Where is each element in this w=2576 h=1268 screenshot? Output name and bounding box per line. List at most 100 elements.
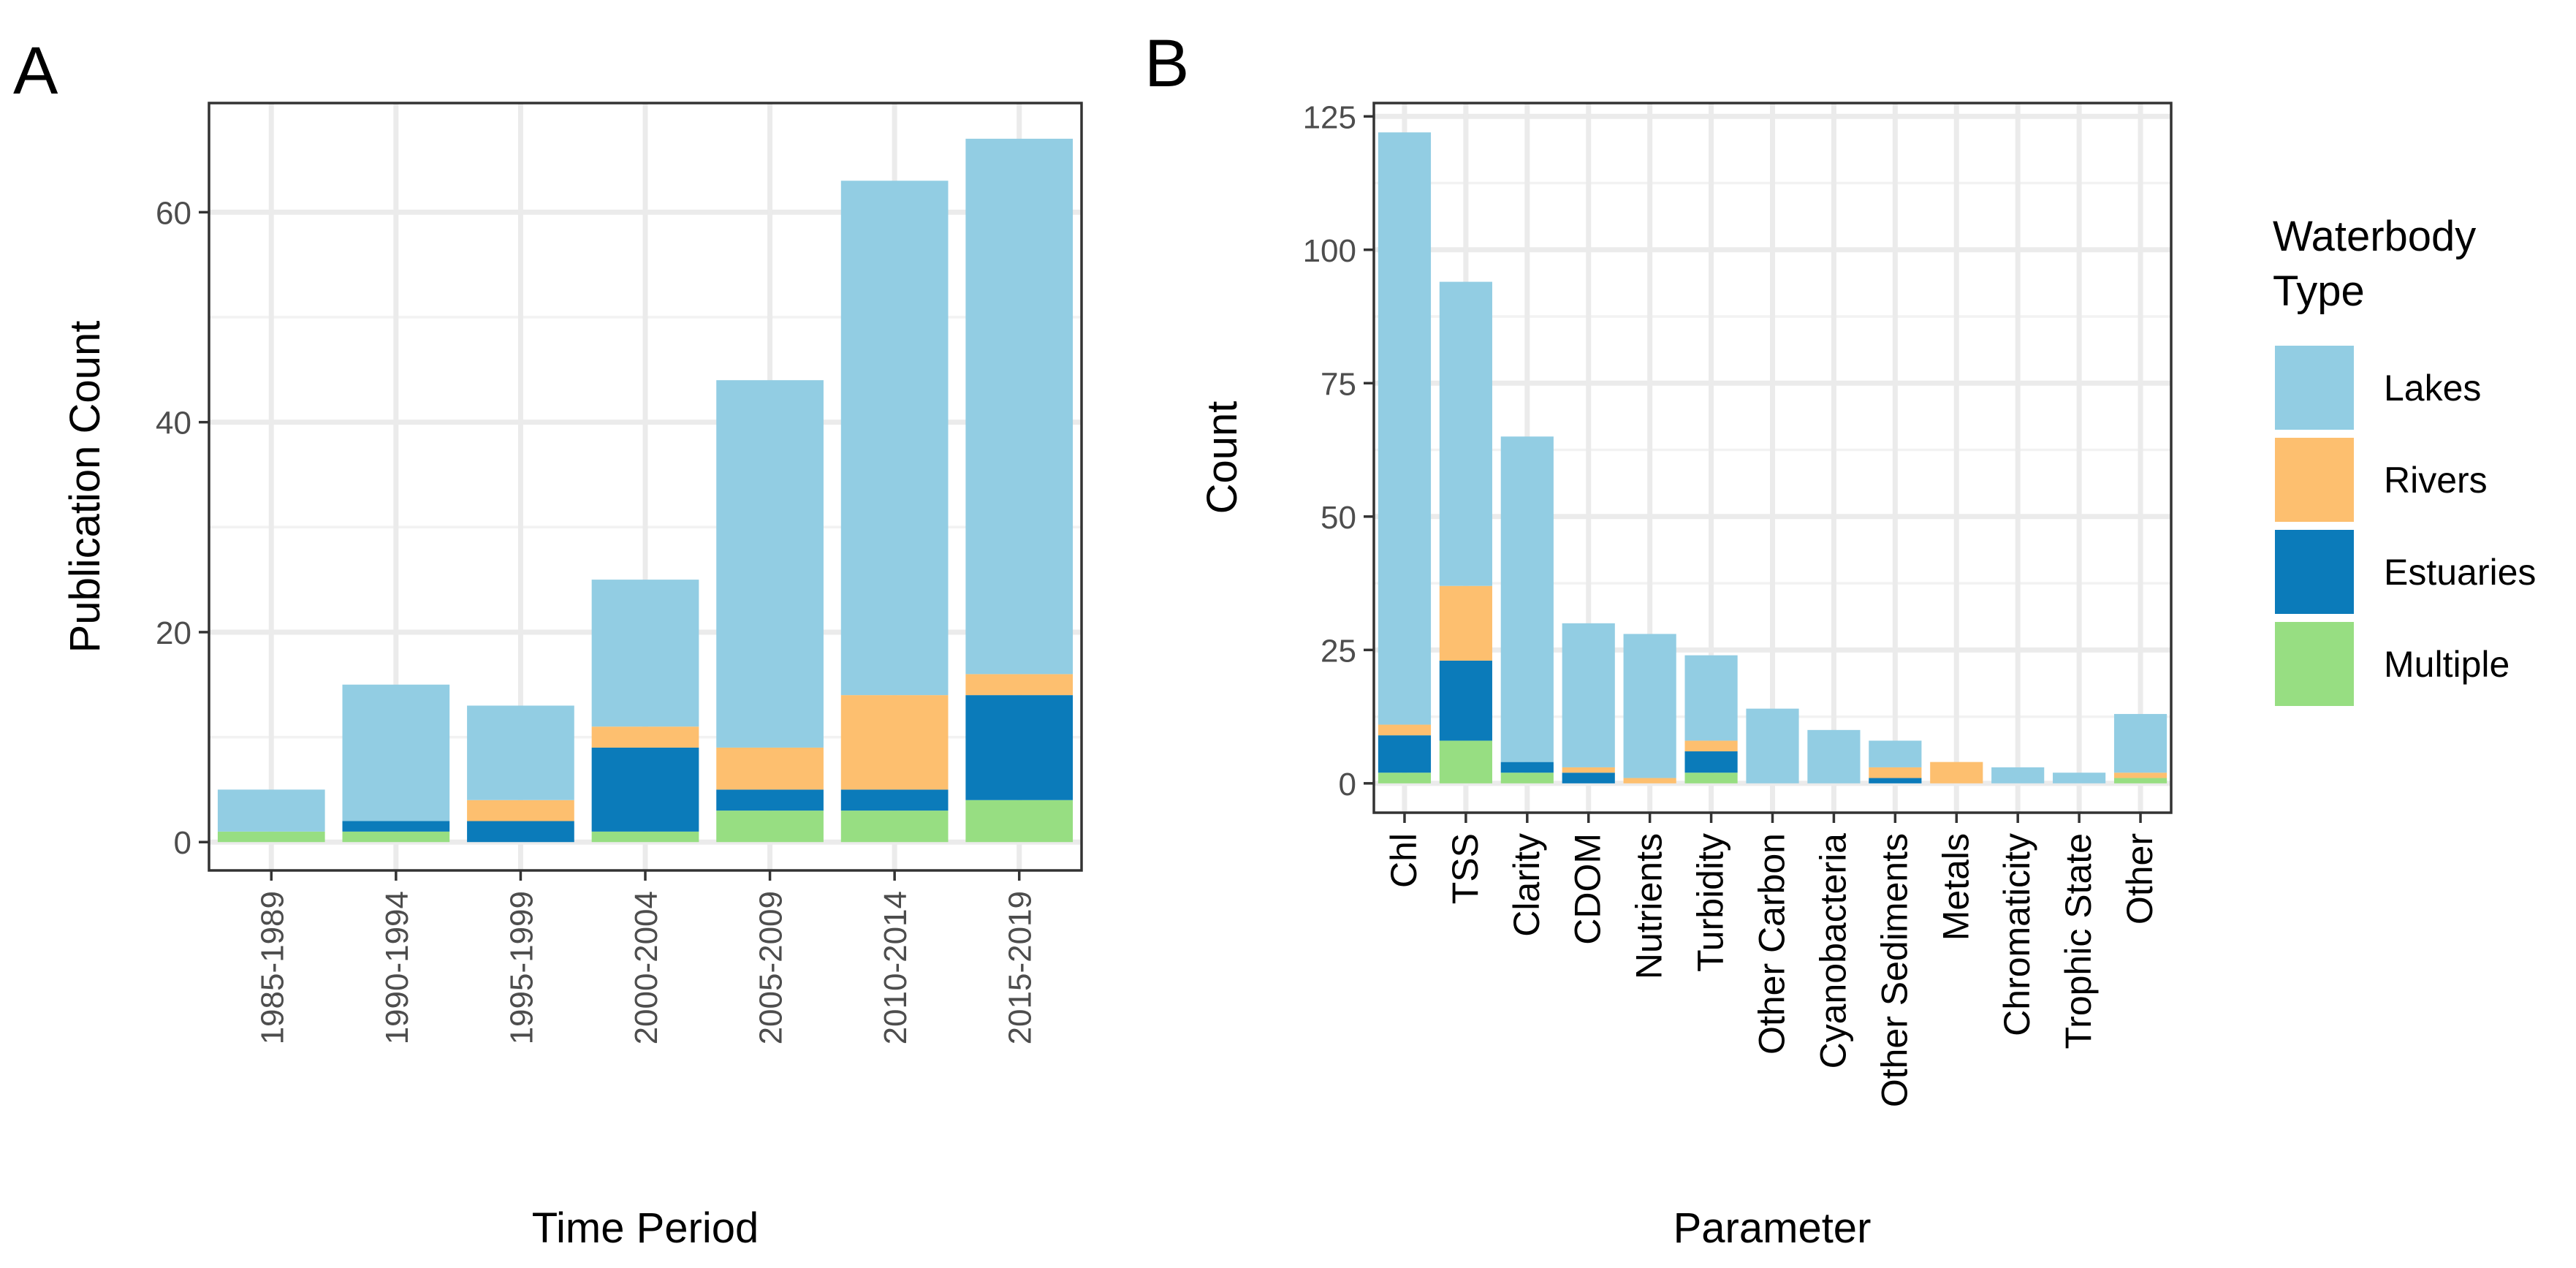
y-tick-label: 75 xyxy=(1321,366,1356,402)
bar-rivers-2015-2019: 2015-2019 · Rivers: 2 xyxy=(965,674,1074,696)
x-tick-label-tss: TSS xyxy=(1445,833,1486,904)
chart-panel-a: A 1985-1989 · Multiple: 11985-1989 · Lak… xyxy=(13,34,1083,1252)
y-tick-label: 60 xyxy=(156,195,191,231)
legend-key-rivers xyxy=(2275,438,2354,522)
panel-a-y-ticks: 0 20 40 60 xyxy=(156,195,209,861)
y-tick-label: 50 xyxy=(1321,500,1356,536)
bar-lakes-clarity: Clarity · Lakes: 61 xyxy=(1500,436,1554,762)
y-tick-label: 100 xyxy=(1303,233,1356,269)
bar-rivers-tss: TSS · Rivers: 14 xyxy=(1439,585,1492,661)
bar-multiple-1985-1989: 1985-1989 · Multiple: 1 xyxy=(217,831,325,843)
bar-lakes-other-carbon: Other Carbon · Lakes: 14 xyxy=(1746,708,1799,783)
legend-key-multiple xyxy=(2275,622,2354,706)
bar-rivers-2005-2009: 2005-2009 · Rivers: 4 xyxy=(716,747,824,790)
x-tick-label-1995-1999: 1995-1999 xyxy=(504,891,539,1044)
bar-multiple-2000-2004: 2000-2004 · Multiple: 1 xyxy=(591,831,699,843)
y-tick-label: 25 xyxy=(1321,633,1356,669)
bar-estuaries-2015-2019: 2015-2019 · Estuaries: 10 xyxy=(965,695,1074,800)
x-tick-label-2010-2014: 2010-2014 xyxy=(878,891,913,1044)
bar-lakes-chromaticity: Chromaticity · Lakes: 3 xyxy=(1991,767,2045,783)
legend-label-estuaries: Estuaries xyxy=(2384,552,2536,593)
bar-lakes-trophic-state: Trophic State · Lakes: 2 xyxy=(2053,772,2106,783)
legend-keys: Lakes Rivers Estuaries Multiple xyxy=(2275,346,2536,706)
x-tick-label-chl: Chl xyxy=(1383,833,1424,888)
bar-multiple-2005-2009: 2005-2009 · Multiple: 3 xyxy=(716,810,824,843)
bar-estuaries-other-sediments: Other Sediments · Estuaries: 1 xyxy=(1869,778,1922,783)
y-tick-label: 20 xyxy=(156,615,191,651)
panel-b-y-ticks: 0 25 50 75 100 125 xyxy=(1303,99,1374,802)
bar-rivers-1995-1999: 1995-1999 · Rivers: 2 xyxy=(467,800,574,821)
y-tick-label: 40 xyxy=(156,406,191,441)
y-tick-label: 0 xyxy=(174,825,191,861)
x-tick-label-other-carbon: Other Carbon xyxy=(1752,833,1793,1055)
x-tick-label-2005-2009: 2005-2009 xyxy=(753,891,789,1044)
panel-b-x-axis-title: Parameter xyxy=(1673,1204,1872,1252)
x-tick-label-2015-2019: 2015-2019 xyxy=(1003,891,1038,1044)
bar-rivers-cdom: CDOM · Rivers: 1 xyxy=(1562,767,1615,773)
bar-rivers-nutrients: Nutrients · Rivers: 1 xyxy=(1623,778,1676,783)
bar-multiple-other: Other · Multiple: 1 xyxy=(2113,778,2167,783)
bar-estuaries-2000-2004: 2000-2004 · Estuaries: 8 xyxy=(591,747,699,832)
x-tick-label-nutrients: Nutrients xyxy=(1629,833,1670,979)
x-tick-label-metals: Metals xyxy=(1935,833,1976,941)
chart-panel-b: B Chl · Multiple: 2Chl · Estuaries: 7Chl… xyxy=(1144,26,2173,1252)
bar-estuaries-1995-1999: 1995-1999 · Estuaries: 2 xyxy=(467,821,574,843)
x-tick-label-2000-2004: 2000-2004 xyxy=(628,891,664,1044)
bar-multiple-clarity: Clarity · Multiple: 2 xyxy=(1500,772,1554,783)
bar-multiple-2015-2019: 2015-2019 · Multiple: 4 xyxy=(965,800,1074,843)
bar-lakes-2015-2019: 2015-2019 · Lakes: 51 xyxy=(965,138,1074,675)
x-tick-label-cdom: CDOM xyxy=(1568,833,1608,945)
x-tick-label-1990-1994: 1990-1994 xyxy=(379,891,415,1044)
bar-lakes-chl: Chl · Lakes: 111 xyxy=(1378,132,1432,725)
bar-estuaries-cdom: CDOM · Estuaries: 2 xyxy=(1562,772,1615,783)
x-tick-label-turbidity: Turbidity xyxy=(1690,833,1731,972)
bar-lakes-tss: TSS · Lakes: 57 xyxy=(1439,281,1492,586)
bar-lakes-cdom: CDOM · Lakes: 27 xyxy=(1562,623,1615,767)
bar-multiple-2010-2014: 2010-2014 · Multiple: 3 xyxy=(840,810,949,843)
bar-rivers-2000-2004: 2000-2004 · Rivers: 2 xyxy=(591,726,699,748)
panel-a-x-ticks: 1985-1989 1990-1994 1995-1999 2000-2004 2005… xyxy=(254,870,1038,1044)
bar-multiple-turbidity: Turbidity · Multiple: 2 xyxy=(1684,772,1738,783)
bar-lakes-2005-2009: 2005-2009 · Lakes: 35 xyxy=(716,380,824,748)
bar-rivers-chl: Chl · Rivers: 2 xyxy=(1378,724,1432,736)
panel-label-b: B xyxy=(1144,26,1189,101)
legend-key-lakes xyxy=(2275,346,2354,430)
bar-lakes-other: Other · Lakes: 11 xyxy=(2113,713,2167,773)
panel-b-x-ticks: Chl TSS Clarity CDOM Nutrients Turbidity Other… xyxy=(1383,813,2160,1107)
bar-estuaries-clarity: Clarity · Estuaries: 2 xyxy=(1500,762,1554,773)
bar-rivers-2010-2014: 2010-2014 · Rivers: 9 xyxy=(840,695,949,790)
x-tick-label-other: Other xyxy=(2119,833,2160,925)
y-tick-label: 125 xyxy=(1303,99,1356,135)
bar-estuaries-chl: Chl · Estuaries: 7 xyxy=(1378,735,1432,773)
panel-label-a: A xyxy=(13,34,58,108)
panel-b-y-axis-title: Count xyxy=(1198,401,1246,515)
panel-a-bars: 1985-1989 · Multiple: 11985-1989 · Lakes… xyxy=(217,138,1074,843)
bar-estuaries-2005-2009: 2005-2009 · Estuaries: 2 xyxy=(716,789,824,811)
bar-lakes-other-sediments: Other Sediments · Lakes: 5 xyxy=(1869,740,1922,767)
panel-a-y-axis-title: Publication Count xyxy=(61,321,109,653)
bar-estuaries-2010-2014: 2010-2014 · Estuaries: 2 xyxy=(840,789,949,811)
x-tick-label-1985-1989: 1985-1989 xyxy=(254,891,290,1044)
bar-lakes-2010-2014: 2010-2014 · Lakes: 49 xyxy=(840,181,949,696)
legend-label-multiple: Multiple xyxy=(2384,644,2509,685)
legend: Waterbody Type Lakes Rivers Estuaries Multi… xyxy=(2273,213,2536,706)
bar-multiple-1990-1994: 1990-1994 · Multiple: 1 xyxy=(342,831,450,843)
bar-lakes-1995-1999: 1995-1999 · Lakes: 9 xyxy=(467,705,574,800)
bar-rivers-other: Other · Rivers: 1 xyxy=(2113,772,2167,778)
x-tick-label-clarity: Clarity xyxy=(1506,833,1547,937)
bar-lakes-nutrients: Nutrients · Lakes: 27 xyxy=(1623,634,1676,778)
legend-title-line-2: Type xyxy=(2273,267,2365,315)
panel-a-x-axis-title: Time Period xyxy=(532,1204,759,1252)
bar-rivers-turbidity: Turbidity · Rivers: 2 xyxy=(1684,740,1738,752)
bar-lakes-turbidity: Turbidity · Lakes: 16 xyxy=(1684,655,1738,741)
bar-estuaries-turbidity: Turbidity · Estuaries: 4 xyxy=(1684,751,1738,773)
bar-estuaries-tss: TSS · Estuaries: 15 xyxy=(1439,660,1492,741)
legend-label-rivers: Rivers xyxy=(2384,460,2488,501)
x-tick-label-cyanobacteria: Cyanobacteria xyxy=(1812,833,1853,1069)
bar-lakes-cyanobacteria: Cyanobacteria · Lakes: 10 xyxy=(1807,729,1861,783)
bar-lakes-1985-1989: 1985-1989 · Lakes: 4 xyxy=(217,789,325,832)
legend-label-lakes: Lakes xyxy=(2384,368,2481,409)
legend-title-line-1: Waterbody xyxy=(2273,213,2476,260)
bar-rivers-metals: Metals · Rivers: 4 xyxy=(1930,762,1983,783)
